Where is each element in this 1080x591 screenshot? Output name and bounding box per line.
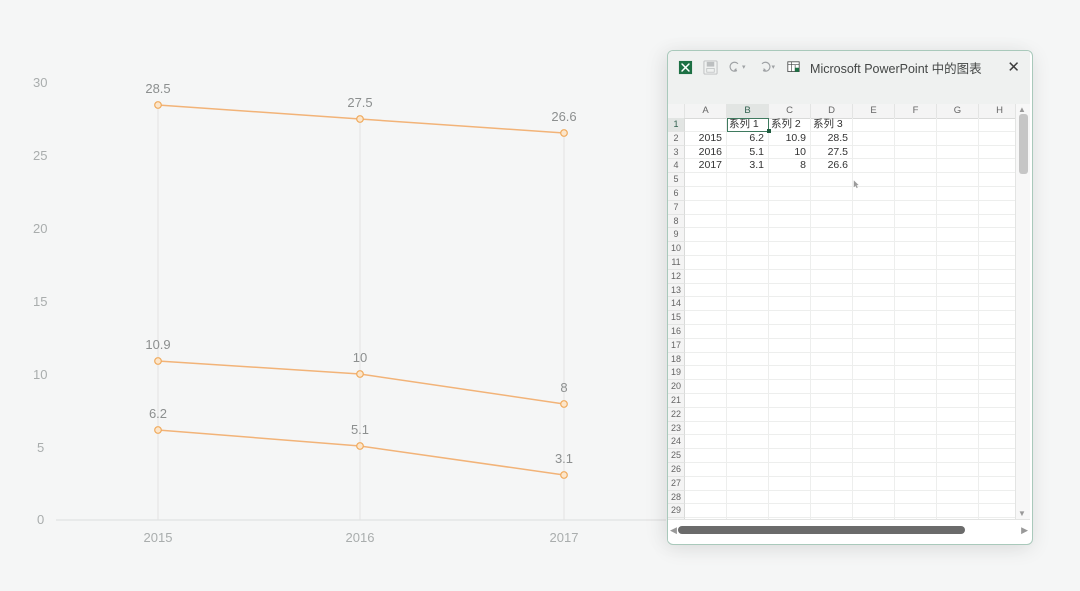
svg-text:2015: 2015	[144, 530, 173, 545]
svg-text:6.2: 6.2	[149, 406, 167, 421]
svg-text:2017: 2017	[550, 530, 579, 545]
svg-text:5: 5	[37, 440, 44, 455]
svg-text:8: 8	[560, 380, 567, 395]
svg-text:28.5: 28.5	[145, 81, 170, 96]
svg-text:15: 15	[33, 294, 47, 309]
svg-text:25: 25	[33, 148, 47, 163]
svg-text:10: 10	[353, 350, 367, 365]
svg-text:3.1: 3.1	[555, 451, 573, 466]
svg-text:26.6: 26.6	[551, 109, 576, 124]
svg-text:30: 30	[33, 75, 47, 90]
svg-text:10.9: 10.9	[145, 337, 170, 352]
svg-text:20: 20	[33, 221, 47, 236]
svg-text:10: 10	[33, 367, 47, 382]
svg-text:2016: 2016	[346, 530, 375, 545]
svg-text:27.5: 27.5	[347, 95, 372, 110]
svg-text:0: 0	[37, 512, 44, 527]
svg-text:5.1: 5.1	[351, 422, 369, 437]
